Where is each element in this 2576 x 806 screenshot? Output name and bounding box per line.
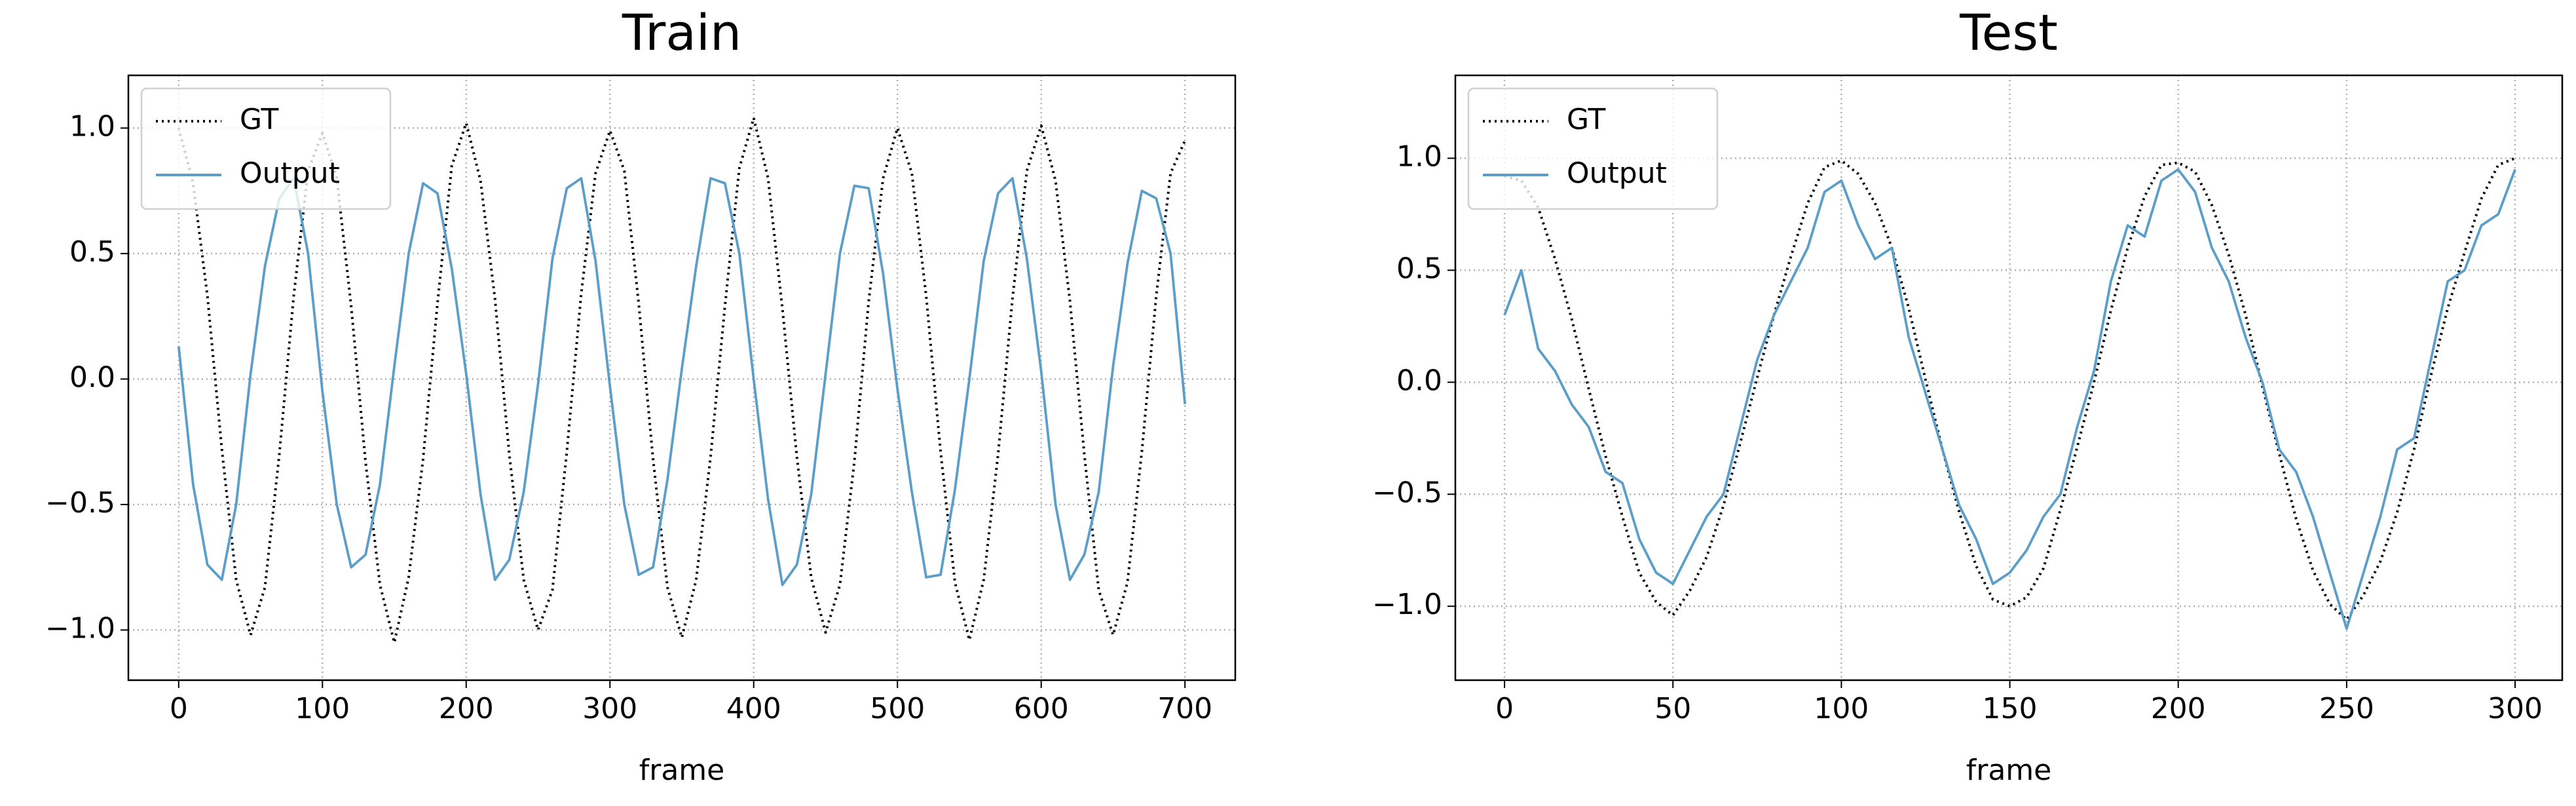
subplot: Train frame 0 100 200 300 400 500 600 700 −1.0 −0.5… bbox=[45, 3, 1237, 787]
x-tick-label: 0 bbox=[1495, 692, 1514, 725]
series-line bbox=[177, 177, 1187, 586]
y-tick-label: 0.5 bbox=[69, 235, 115, 269]
axes-frame bbox=[127, 74, 1237, 681]
y-tick-label: 1.0 bbox=[69, 109, 115, 143]
y-tick-label: 0.5 bbox=[1396, 252, 1442, 285]
y-tick-label: −0.5 bbox=[45, 486, 115, 520]
chart-title: Test bbox=[1959, 3, 2058, 62]
series-line bbox=[1503, 168, 2516, 630]
legend-label: Output bbox=[240, 157, 340, 190]
x-tick-label: 400 bbox=[726, 692, 781, 725]
legend-box bbox=[1467, 87, 1719, 210]
legend-box bbox=[140, 87, 392, 210]
y-tick-label: 0.0 bbox=[1396, 364, 1442, 397]
x-tick-label: 200 bbox=[2151, 692, 2206, 725]
legend-label: GT bbox=[1567, 103, 1606, 136]
x-axis-label: frame bbox=[1966, 754, 2051, 787]
y-tick-label: −0.5 bbox=[1372, 476, 1442, 509]
x-tick-label: 300 bbox=[582, 692, 637, 725]
x-tick-label: 0 bbox=[170, 692, 188, 725]
x-tick-label: 300 bbox=[2488, 692, 2543, 725]
x-tick-label: 50 bbox=[1654, 692, 1691, 725]
x-tick-label: 500 bbox=[870, 692, 925, 725]
x-tick-label: 600 bbox=[1014, 692, 1069, 725]
x-tick-label: 100 bbox=[295, 692, 350, 725]
x-axis-label: frame bbox=[639, 754, 724, 787]
legend-label: GT bbox=[240, 103, 279, 136]
y-tick-label: 1.0 bbox=[1396, 140, 1442, 173]
y-tick-label: −1.0 bbox=[1372, 588, 1442, 621]
chart-title: Train bbox=[622, 3, 741, 62]
y-tick-label: −1.0 bbox=[45, 611, 115, 645]
x-tick-label: 200 bbox=[439, 692, 494, 725]
axes-frame bbox=[1454, 74, 2564, 681]
y-tick-label: 0.0 bbox=[69, 360, 115, 394]
subplot: Test frame 0 50 100 150 200 250 300 −1.0 −0.5 0.0 0.… bbox=[1372, 3, 2564, 787]
legend-label: Output bbox=[1567, 157, 1667, 190]
x-tick-label: 700 bbox=[1157, 692, 1212, 725]
x-tick-label: 250 bbox=[2319, 692, 2374, 725]
x-tick-label: 150 bbox=[1983, 692, 2038, 725]
x-tick-label: 100 bbox=[1814, 692, 1869, 725]
